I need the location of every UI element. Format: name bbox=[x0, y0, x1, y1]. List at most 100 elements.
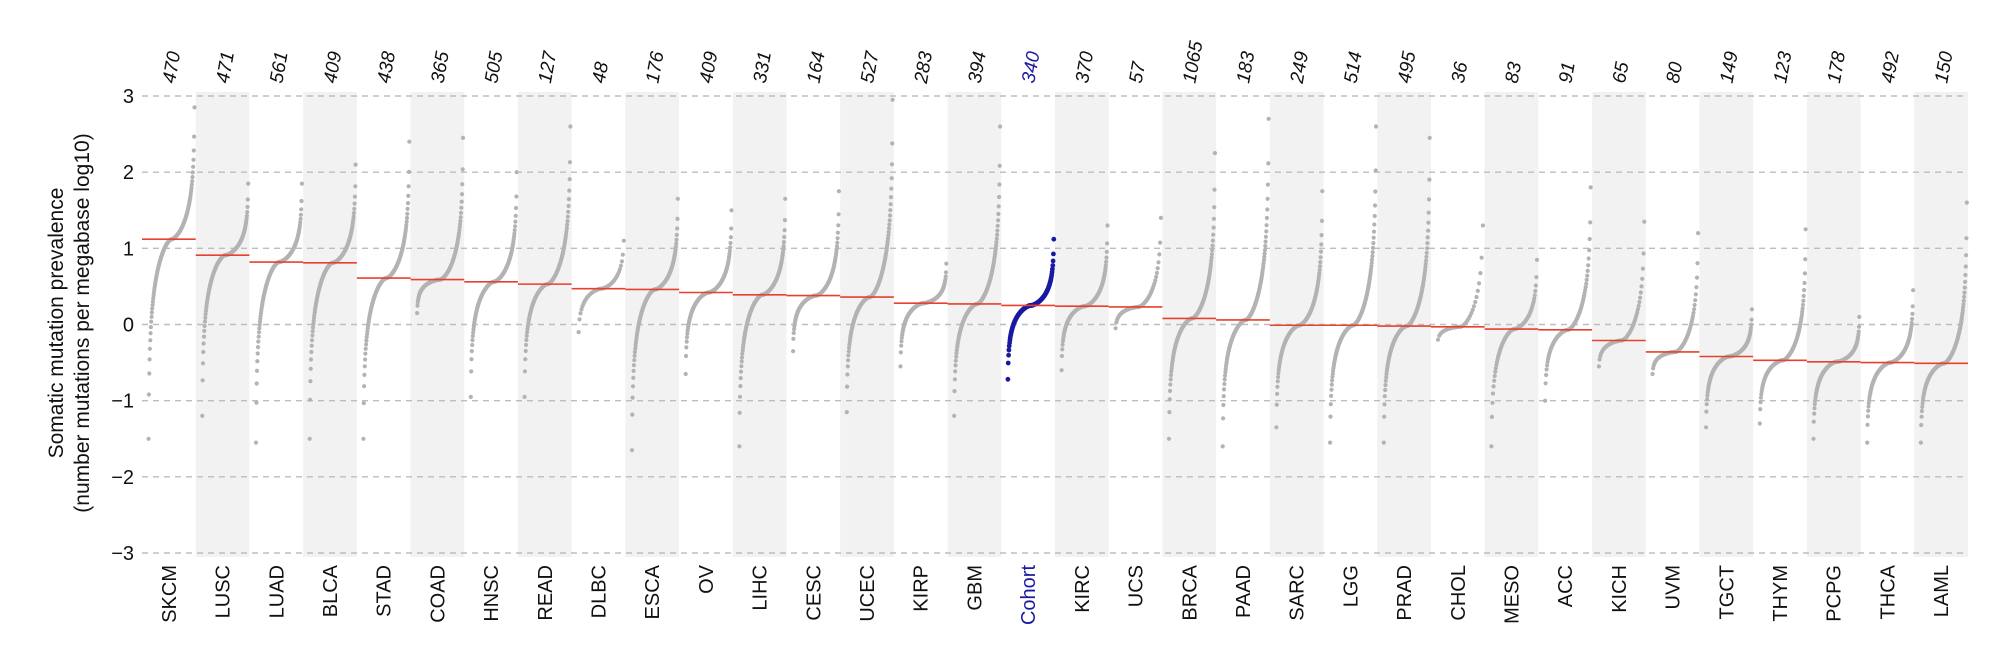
category-label-chol: CHOL bbox=[1448, 565, 1470, 621]
point-stad bbox=[404, 215, 410, 221]
point-stad bbox=[406, 169, 412, 174]
point-kich bbox=[1640, 276, 1645, 281]
point-prad bbox=[1424, 254, 1429, 259]
point-coad bbox=[415, 311, 420, 316]
point-acc bbox=[1588, 220, 1593, 225]
category-label-brca: BRCA bbox=[1179, 564, 1201, 620]
point-thym bbox=[1758, 407, 1763, 412]
point-chol bbox=[1478, 271, 1483, 276]
point-dlbc bbox=[619, 259, 625, 264]
point-esca bbox=[675, 196, 680, 201]
point-ucs bbox=[1156, 260, 1161, 265]
point-prad bbox=[1425, 235, 1430, 240]
y-tick-label: 1 bbox=[123, 238, 134, 260]
point-uvm bbox=[1692, 302, 1697, 308]
point-chol bbox=[1471, 304, 1477, 309]
y-tick-label: −3 bbox=[111, 543, 134, 565]
sample-count-labels: 470 471 561 409 438 365 505 127 48 176 409 331 164 52… bbox=[159, 39, 1958, 86]
point-coad bbox=[458, 218, 463, 224]
point-kirp bbox=[899, 339, 904, 344]
point-laml bbox=[1961, 298, 1966, 303]
point-lusc bbox=[201, 349, 206, 355]
point-stad bbox=[362, 372, 367, 377]
point-stad bbox=[404, 222, 409, 228]
median-lines bbox=[142, 238, 1968, 365]
point-esca bbox=[675, 226, 680, 231]
point-laml bbox=[1962, 285, 1967, 290]
point-read bbox=[523, 348, 528, 354]
point-gbm bbox=[952, 389, 957, 394]
point-gbm bbox=[953, 363, 958, 368]
point-lihc bbox=[783, 196, 788, 201]
point-read bbox=[524, 337, 529, 343]
point-luad bbox=[257, 322, 262, 327]
point-gbm bbox=[995, 228, 1000, 233]
point-read bbox=[522, 394, 527, 399]
point-paad bbox=[1265, 196, 1270, 201]
category-label-blca: BLCA bbox=[320, 564, 342, 617]
count-label-ucs: 57 bbox=[1126, 59, 1151, 85]
point-luad bbox=[298, 220, 303, 225]
point-acc bbox=[1544, 367, 1549, 372]
point-esca bbox=[675, 216, 680, 221]
point-lusc bbox=[245, 204, 250, 210]
point-sarc bbox=[1317, 267, 1322, 272]
point-read bbox=[565, 222, 570, 227]
point-read bbox=[567, 188, 572, 193]
point-thym bbox=[1801, 298, 1806, 303]
point-dlbc bbox=[618, 263, 624, 268]
point-ucec bbox=[846, 353, 851, 358]
point-paad bbox=[1264, 215, 1269, 221]
point-cesc bbox=[836, 223, 841, 228]
point-brca bbox=[1212, 205, 1217, 210]
point-paad bbox=[1221, 402, 1226, 408]
point-laml bbox=[1961, 302, 1966, 307]
point-paad bbox=[1220, 444, 1225, 449]
point-brca bbox=[1168, 377, 1173, 382]
point-lusc bbox=[245, 210, 250, 215]
point-gbm bbox=[996, 204, 1001, 209]
point-ov bbox=[683, 371, 688, 377]
count-label-paad: 183 bbox=[1233, 50, 1259, 85]
point-lihc bbox=[781, 240, 787, 245]
point-brca bbox=[1168, 373, 1174, 378]
point-hnsc bbox=[470, 333, 475, 339]
point-brca bbox=[1210, 238, 1215, 243]
point-brca bbox=[1210, 243, 1215, 248]
point-cesc bbox=[835, 230, 841, 235]
point-esca bbox=[632, 349, 638, 355]
point-blca bbox=[351, 214, 356, 219]
point-laml bbox=[1962, 294, 1967, 299]
count-label-ucec: 527 bbox=[857, 49, 883, 85]
point-cesc bbox=[836, 212, 841, 217]
point-esca bbox=[673, 244, 678, 249]
point-lihc bbox=[781, 244, 786, 249]
point-gbm bbox=[994, 243, 999, 248]
point-lusc bbox=[203, 315, 208, 320]
point-thym bbox=[1800, 309, 1805, 314]
point-esca bbox=[631, 368, 636, 373]
category-label-ucec: UCEC bbox=[857, 565, 879, 622]
point-brca bbox=[1212, 187, 1217, 192]
category-label-lusc: LUSC bbox=[213, 565, 235, 618]
category-label-prad: PRAD bbox=[1394, 565, 1416, 621]
point-lgg bbox=[1370, 254, 1375, 259]
point-skcm bbox=[148, 338, 153, 343]
point-esca bbox=[674, 232, 679, 237]
point-esca bbox=[629, 448, 635, 453]
point-prad bbox=[1423, 261, 1428, 267]
point-kirc bbox=[1104, 249, 1109, 254]
point-kirc bbox=[1059, 353, 1064, 359]
point-lihc bbox=[738, 376, 743, 381]
count-label-brca: 1065 bbox=[1180, 39, 1208, 85]
point-brca bbox=[1169, 369, 1174, 374]
point-ucec bbox=[887, 222, 892, 227]
category-label-thca: THCA bbox=[1877, 564, 1899, 619]
count-label-lusc: 471 bbox=[213, 50, 239, 85]
point-skcm bbox=[192, 134, 197, 139]
point-hnsc bbox=[469, 349, 474, 354]
point-sarc bbox=[1319, 242, 1324, 247]
point-stad bbox=[406, 193, 411, 198]
point-read bbox=[564, 229, 569, 234]
point-meso bbox=[1533, 288, 1538, 294]
